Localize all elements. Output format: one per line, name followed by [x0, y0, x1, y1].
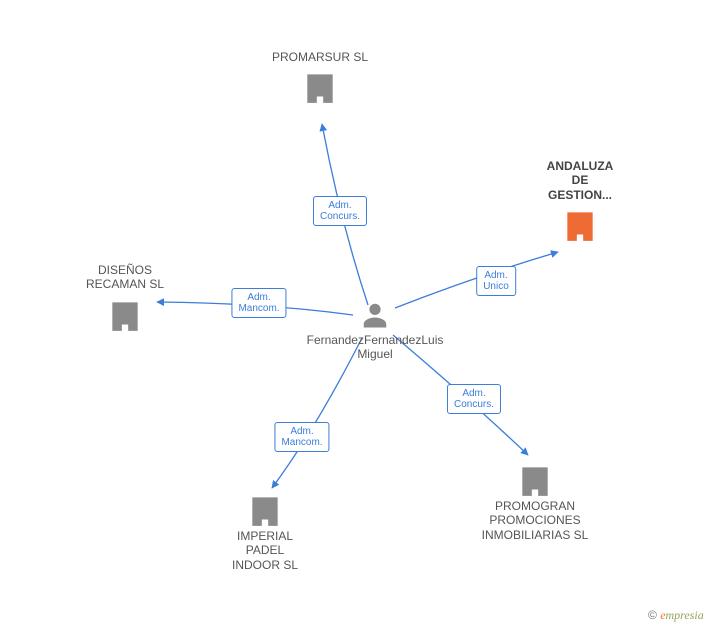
edge-label-promogran: Adm.Concurs. — [447, 384, 501, 414]
center-label: FernandezFernandezLuis Miguel — [305, 333, 445, 361]
company-label: IMPERIALPADELINDOOR SL — [195, 529, 335, 572]
company-label: ANDALUZADEGESTION... — [510, 159, 650, 202]
company-label: DISEÑOSRECAMAN SL — [55, 263, 195, 292]
company-node-promogran[interactable]: PROMOGRANPROMOCIONESINMOBILIARIAS SL — [465, 457, 605, 542]
company-node-andaluza[interactable]: ANDALUZADEGESTION... — [510, 159, 650, 244]
building-icon — [301, 68, 339, 106]
copyright-symbol: © — [648, 608, 657, 622]
company-label: PROMARSUR SL — [250, 50, 390, 64]
company-node-disenos[interactable]: DISEÑOSRECAMAN SL — [55, 263, 195, 334]
edge-label-imperial: Adm.Mancom. — [274, 422, 329, 452]
company-node-imperial[interactable]: IMPERIALPADELINDOOR SL — [195, 487, 335, 572]
building-icon — [516, 461, 554, 499]
edge-label-promarsur: Adm.Concurs. — [313, 196, 367, 226]
edge-label-disenos: Adm.Mancom. — [231, 288, 286, 318]
building-icon — [246, 491, 284, 529]
center-person-node[interactable]: FernandezFernandezLuis Miguel — [305, 300, 445, 361]
person-icon — [360, 300, 390, 330]
building-icon — [106, 296, 144, 334]
footer-attribution: © empresia — [648, 608, 704, 623]
building-icon — [561, 206, 599, 244]
company-label: PROMOGRANPROMOCIONESINMOBILIARIAS SL — [465, 499, 605, 542]
edge-label-andaluza: Adm.Unico — [476, 266, 516, 296]
company-node-promarsur[interactable]: PROMARSUR SL — [250, 50, 390, 106]
brand-rest: mpresia — [666, 608, 704, 622]
